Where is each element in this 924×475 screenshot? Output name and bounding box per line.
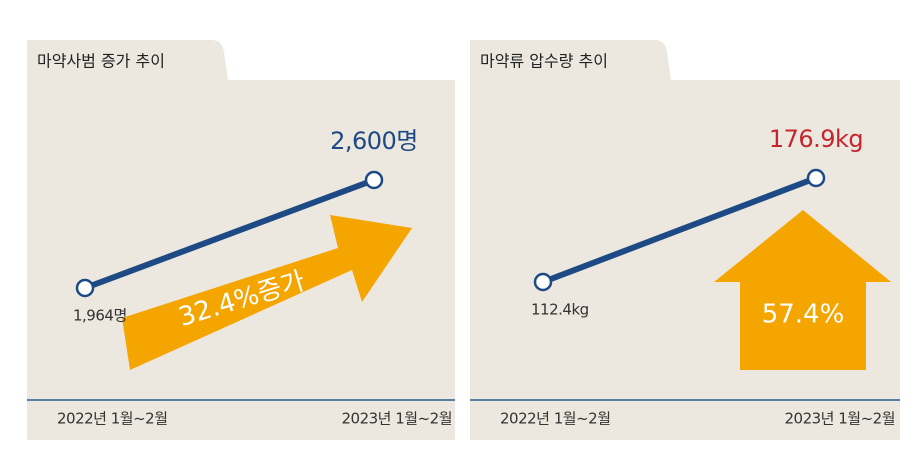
x-tick-label: 2022년 1월~2월 — [500, 410, 611, 428]
value-label: 112.4kg — [531, 301, 589, 319]
point — [364, 170, 384, 190]
x-tick-label: 2022년 1월~2월 — [57, 410, 168, 428]
chart-title: 마약사범 증가 추이 — [37, 52, 165, 71]
panel-2: 57.4% — [470, 40, 900, 440]
value-label: 1,964명 — [73, 307, 127, 325]
point — [806, 168, 826, 188]
line — [541, 175, 818, 285]
value-label: 176.9kg — [769, 125, 863, 153]
chart-title: 마약류 압수량 추이 — [480, 52, 608, 71]
panel-1: 32.4%증가 — [27, 40, 455, 440]
annotation: 57.4% — [762, 300, 845, 330]
increase-arrow — [122, 215, 412, 370]
increase-arrow — [714, 210, 891, 370]
value-label: 2,600명 — [330, 127, 418, 155]
point — [75, 278, 95, 298]
point — [533, 272, 553, 292]
x-tick-label: 2023년 1월~2월 — [342, 410, 453, 428]
line — [83, 177, 376, 291]
x-tick-label: 2023년 1월~2월 — [785, 410, 896, 428]
